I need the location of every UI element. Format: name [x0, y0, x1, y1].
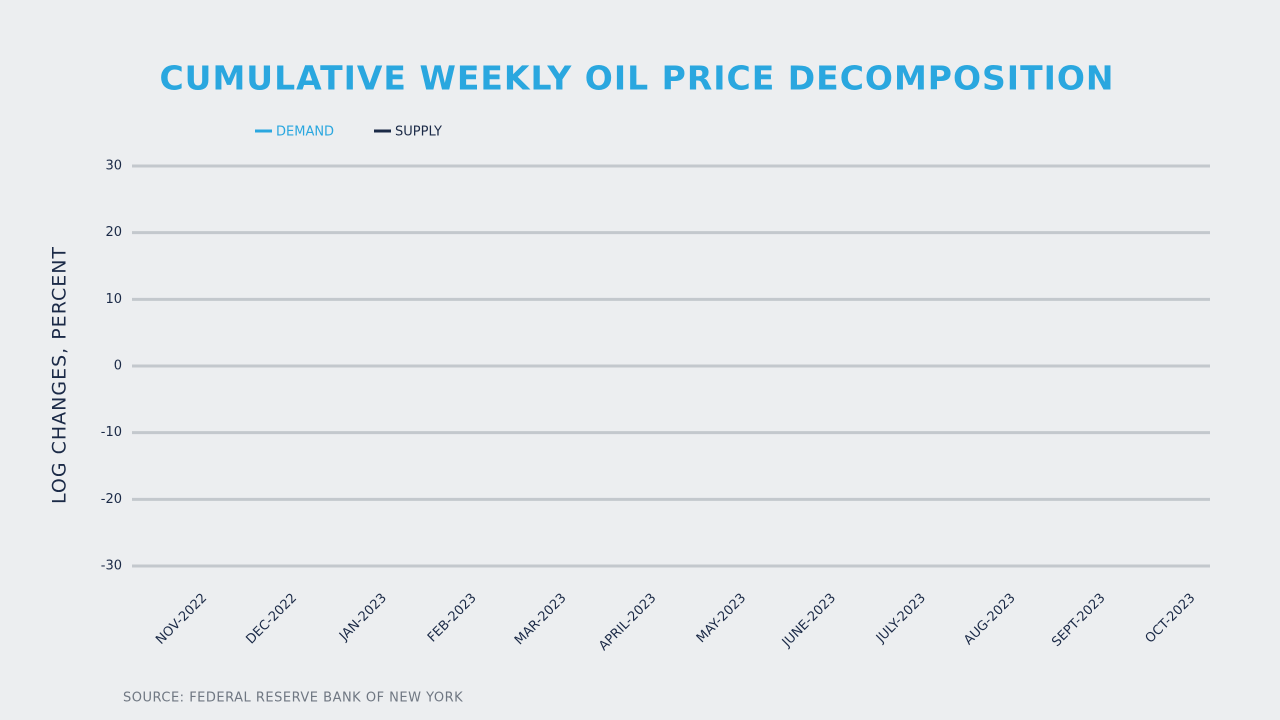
x-tick-label: NOV-2022 [153, 591, 210, 648]
x-tick-label: MAR-2023 [512, 591, 570, 649]
y-tick-label: 0 [114, 359, 122, 374]
x-tick-label: DEC-2022 [243, 591, 300, 648]
x-tick-label: AUG-2023 [961, 591, 1018, 648]
y-tick-label: -30 [101, 559, 122, 574]
legend-label: SUPPLY [395, 125, 442, 140]
legend-label: DEMAND [276, 125, 334, 140]
x-tick-label: JUNE-2023 [779, 591, 839, 651]
y-tick-label: -10 [101, 425, 122, 440]
x-tick-label: JAN-2023 [336, 591, 390, 645]
x-tick-label: FEB-2023 [425, 591, 480, 646]
x-tick-label: MAY-2023 [694, 591, 749, 646]
x-tick-label: APRIL-2023 [596, 591, 659, 654]
y-axis-label: LOG CHANGES, PERCENT [49, 246, 71, 504]
x-tick-label: OCT-2023 [1143, 591, 1199, 647]
y-tick-label: -20 [101, 492, 122, 507]
x-tick-label: SEPT-2023 [1049, 591, 1108, 650]
y-tick-label: 30 [105, 159, 122, 174]
chart-title: CUMULATIVE WEEKLY OIL PRICE DECOMPOSITIO… [159, 59, 1114, 98]
y-tick-label: 10 [105, 292, 122, 307]
y-tick-label: 20 [105, 225, 122, 240]
x-tick-label: JULY-2023 [873, 591, 929, 647]
source-note: SOURCE: FEDERAL RESERVE BANK OF NEW YORK [123, 691, 463, 706]
